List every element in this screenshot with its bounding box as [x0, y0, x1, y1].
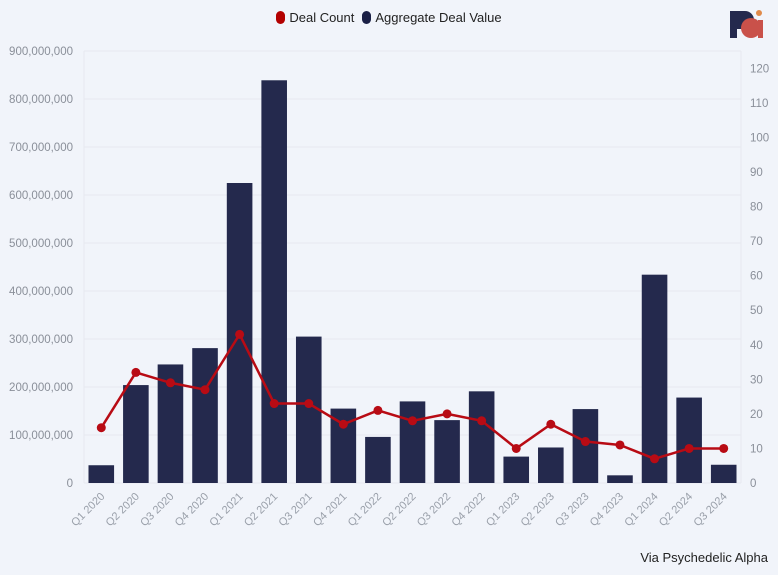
x-tick-label: Q2 2022: [380, 491, 418, 529]
bar-q1-2020[interactable]: [88, 465, 115, 483]
legend-label-aggregate-deal-value: Aggregate Deal Value: [375, 10, 502, 25]
source-credit: Via Psychedelic Alpha: [640, 550, 768, 565]
bar-series: [88, 80, 737, 483]
right-tick-label: 30: [750, 374, 763, 386]
legend-item-aggregate-deal-value[interactable]: Aggregate Deal Value: [362, 10, 502, 25]
bar-q1-2024[interactable]: [641, 274, 668, 483]
left-tick-label: 200,000,000: [9, 382, 73, 394]
bar-q3-2023[interactable]: [572, 409, 599, 483]
x-tick-label: Q3 2021: [277, 491, 315, 529]
deal-count-point-q3-2022[interactable]: [442, 409, 452, 419]
x-tick-label: Q3 2023: [553, 491, 591, 529]
left-tick-label: 400,000,000: [9, 286, 73, 298]
left-tick-label: 600,000,000: [9, 190, 73, 202]
bar-q1-2022[interactable]: [365, 436, 391, 483]
x-tick-label: Q2 2021: [242, 491, 280, 529]
deal-count-point-q4-2023[interactable]: [615, 440, 625, 450]
bar-q2-2023[interactable]: [538, 447, 564, 483]
bar-q4-2020[interactable]: [192, 348, 218, 483]
deal-count-point-q2-2022[interactable]: [408, 416, 417, 426]
left-tick-label: 900,000,000: [9, 46, 73, 58]
right-tick-label: 80: [750, 202, 763, 214]
deal-count-point-q1-2020[interactable]: [96, 423, 106, 433]
legend-item-deal-count[interactable]: Deal Count: [276, 10, 354, 25]
x-tick-label: Q1 2023: [484, 491, 522, 529]
right-tick-label: 20: [750, 409, 763, 421]
left-tick-label: 500,000,000: [9, 238, 73, 250]
x-tick-label: Q3 2022: [415, 491, 453, 529]
x-tick-label: Q1 2022: [346, 491, 384, 529]
deal-count-point-q3-2021[interactable]: [304, 399, 314, 409]
right-tick-label: 120: [750, 63, 769, 75]
left-tick-label: 800,000,000: [9, 94, 73, 106]
left-tick-label: 100,000,000: [9, 430, 73, 442]
x-tick-label: Q4 2023: [588, 491, 626, 529]
x-tick-label: Q1 2020: [69, 491, 107, 529]
x-tick-label: Q4 2022: [449, 491, 487, 529]
deal-count-point-q1-2023[interactable]: [511, 443, 521, 453]
bar-q2-2022[interactable]: [399, 401, 426, 483]
bar-q2-2021[interactable]: [261, 80, 287, 483]
right-tick-label: 60: [750, 271, 763, 283]
right-tick-label: 70: [750, 236, 763, 248]
deal-count-point-q4-2021[interactable]: [338, 419, 348, 429]
x-tick-label: Q3 2024: [692, 491, 730, 529]
deal-count-point-q2-2020[interactable]: [131, 367, 141, 377]
bar-q3-2022[interactable]: [434, 420, 460, 483]
legend-label-deal-count: Deal Count: [289, 10, 355, 25]
right-tick-label: 0: [750, 478, 756, 490]
x-tick-label: Q2 2020: [104, 491, 142, 529]
x-tick-label: Q3 2020: [138, 491, 176, 529]
right-axis: 0 10 20 30 40 50 60 70 80 90 100 110 120: [750, 63, 769, 490]
left-tick-label: 700,000,000: [9, 142, 73, 154]
bar-q1-2023[interactable]: [503, 456, 530, 483]
deal-count-point-q4-2020[interactable]: [200, 385, 210, 395]
right-tick-label: 110: [750, 98, 768, 110]
right-tick-label: 40: [750, 340, 763, 352]
deal-count-point-q1-2024[interactable]: [650, 454, 660, 464]
x-tick-label: Q4 2020: [173, 491, 211, 529]
x-tick-label: Q4 2021: [311, 491, 349, 529]
line-series: [96, 329, 729, 464]
x-tick-label: Q2 2024: [657, 491, 695, 529]
bar-q2-2024[interactable]: [676, 397, 702, 483]
deal-count-point-q1-2022[interactable]: [373, 405, 383, 415]
x-tick-label: Q2 2023: [519, 491, 557, 529]
deal-count-swatch: [276, 11, 286, 24]
bar-q4-2023[interactable]: [607, 475, 633, 483]
deal-count-point-q3-2020[interactable]: [165, 378, 175, 388]
deal-count-point-q2-2024[interactable]: [684, 443, 694, 453]
deal-count-point-q3-2024[interactable]: [719, 443, 729, 453]
x-tick-label: Q1 2024: [622, 491, 660, 529]
deal-count-point-q2-2023[interactable]: [546, 419, 556, 429]
legend: Deal Count Aggregate Deal Value: [0, 10, 778, 25]
deal-count-point-q3-2023[interactable]: [580, 437, 590, 447]
right-tick-label: 50: [750, 305, 763, 317]
deal-count-point-q4-2022[interactable]: [477, 416, 487, 426]
deal-count-point-q2-2021[interactable]: [269, 399, 279, 409]
left-axis: 0 100,000,000 200,000,000 300,000,000 400,00…: [9, 46, 73, 490]
bar-q3-2024[interactable]: [710, 464, 737, 483]
deal-count-point-q1-2021[interactable]: [235, 329, 245, 339]
bar-q4-2022[interactable]: [468, 391, 495, 483]
right-tick-label: 10: [750, 443, 763, 455]
bar-q2-2020[interactable]: [123, 385, 149, 483]
left-tick-label: 0: [67, 478, 73, 490]
x-tick-label: Q1 2021: [207, 491, 245, 529]
right-tick-label: 90: [750, 167, 763, 179]
aggregate-deal-value-swatch: [362, 11, 372, 24]
right-tick-label: 100: [750, 132, 769, 144]
left-tick-label: 300,000,000: [9, 334, 73, 346]
psychedelic-alpha-logo: [729, 8, 765, 40]
